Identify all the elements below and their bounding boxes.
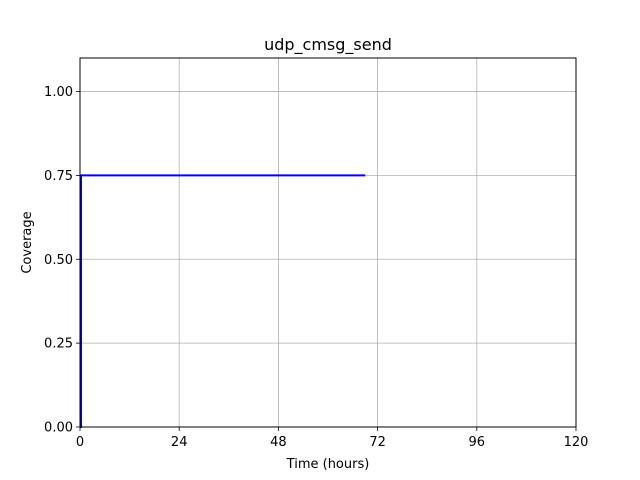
x-tick-label: 120 xyxy=(564,435,589,450)
y-tick-label: 0.25 xyxy=(44,337,73,352)
series-layer xyxy=(80,174,366,428)
y-tick-label: 0.75 xyxy=(44,169,73,184)
x-axis-label: Time (hours) xyxy=(286,457,370,472)
y-tick-label: 1.00 xyxy=(44,85,73,100)
grid xyxy=(79,58,577,428)
x-tick-label: 0 xyxy=(76,435,84,450)
x-tick-label: 96 xyxy=(469,435,486,450)
y-tick-label: 0.50 xyxy=(44,253,73,268)
chart-title: udp_cmsg_send xyxy=(264,35,392,55)
x-tick-label: 24 xyxy=(171,435,188,450)
series-line xyxy=(80,174,366,428)
y-tick-label: 0.00 xyxy=(44,421,73,436)
plot-frame xyxy=(79,57,577,428)
x-tick-label: 48 xyxy=(270,435,287,450)
x-tick-label: 72 xyxy=(369,435,386,450)
ticks: 0 24 48 72 96 120 0.00 0.25 0.50 0.75 1.00 xyxy=(44,85,588,450)
y-axis-label: Coverage xyxy=(20,211,35,273)
